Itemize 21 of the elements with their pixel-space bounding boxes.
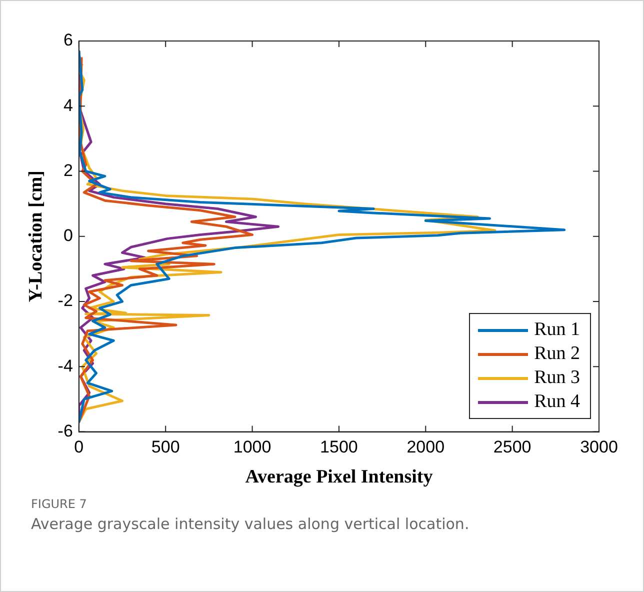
x-tick-label: 2500 bbox=[493, 438, 532, 457]
x-axis-title: Average Pixel Intensity bbox=[245, 466, 434, 488]
text: Average grayscale intensity values along vertical location. bbox=[31, 515, 470, 533]
y-tick-label: -6 bbox=[58, 421, 73, 440]
y-tick-label: 0 bbox=[63, 226, 73, 246]
legend-label: Run 4 bbox=[534, 391, 580, 413]
y-tick-label: 6 bbox=[63, 30, 73, 50]
caption: FIGURE 7 bbox=[31, 497, 88, 511]
y-tick-label: 2 bbox=[63, 160, 73, 180]
x-tick-label: 3000 bbox=[580, 438, 618, 457]
y-tick-label: -2 bbox=[58, 291, 73, 310]
x-tick-label: 1500 bbox=[320, 438, 358, 457]
y-tick-label: -4 bbox=[58, 356, 73, 376]
legend-label: Run 3 bbox=[534, 367, 580, 389]
y-tick-label: 4 bbox=[63, 96, 73, 115]
y-axis-title: Y-Location [cm] bbox=[25, 170, 46, 302]
x-tick-label: 1000 bbox=[233, 438, 272, 457]
legend-label: Run 1 bbox=[534, 319, 580, 341]
x-tick-label: 500 bbox=[151, 438, 180, 457]
legend-label: Run 2 bbox=[534, 343, 580, 365]
x-tick-label: 2000 bbox=[406, 438, 445, 457]
